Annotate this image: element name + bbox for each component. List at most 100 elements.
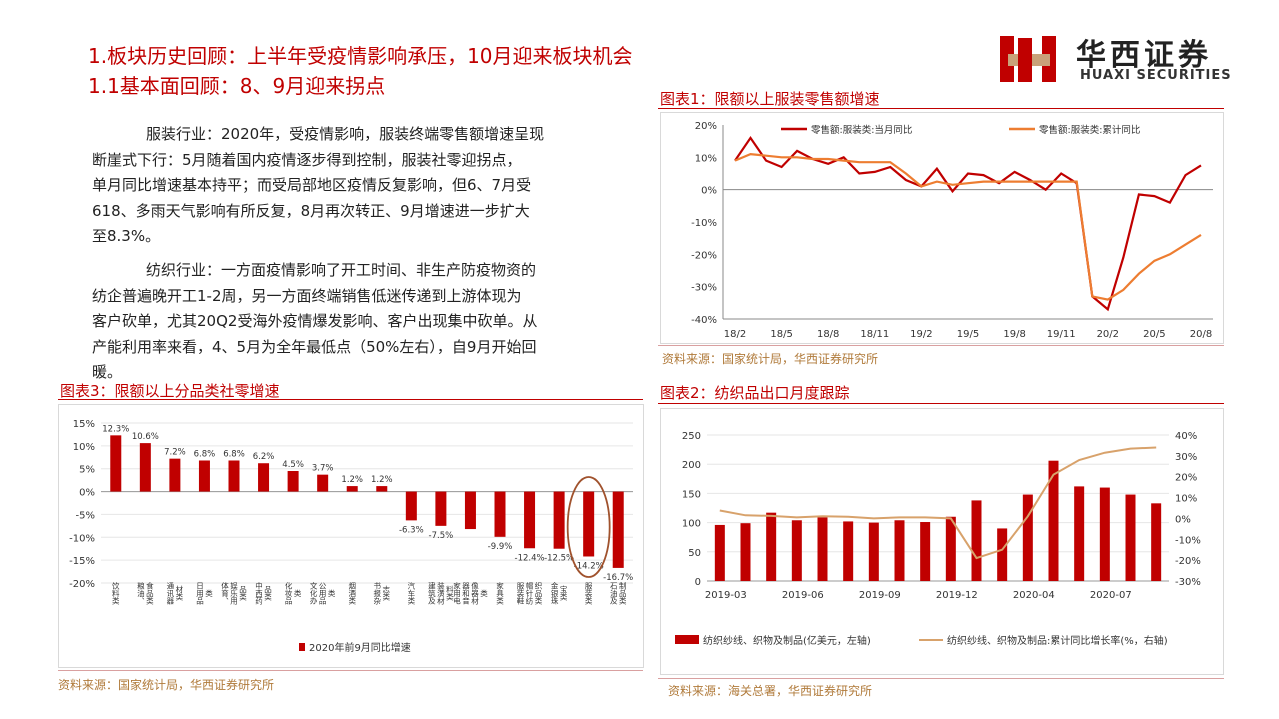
fig2-x-tick-label: 2020-07	[1090, 590, 1132, 601]
fig3-category-label: 中西药 品类	[254, 580, 272, 605]
para2-line: 纺企普遍晚开工1-2周，另一方面终端销售低迷传递到上游体现为	[92, 286, 522, 305]
fig2-bar	[1099, 487, 1110, 581]
fig3-bar	[524, 491, 536, 549]
fig3-legend-swatch	[299, 643, 305, 651]
fig3-category-label: 建筑及 装潢材 料类	[427, 580, 454, 605]
fig3-category-label-part: 服装类	[584, 581, 593, 605]
fig3-data-label: -14.2%	[574, 561, 604, 571]
fig3-data-label: -12.5%	[544, 554, 574, 564]
fig2-y-left-tick-label: 0	[695, 577, 701, 588]
fig1-x-tick-label: 20/2	[1097, 329, 1119, 340]
fig3-category-label-part: 织品类	[534, 580, 543, 605]
fig1-chart: 20% 10% 0% -10% -20% -30% -40% 18/2 18/5 18/8 18/1…	[691, 121, 1213, 340]
fig3-legend-label: 2020年前9月同比增速	[309, 641, 411, 654]
fig3-category-label: 饮料类	[111, 580, 120, 605]
fig3-category-label-part: 书报杂	[373, 580, 382, 604]
fig3-bar	[317, 474, 329, 492]
fig3-category-label-part: 食品类	[145, 580, 154, 605]
fig3-category-label: 通讯器 材类	[166, 580, 184, 605]
fig3-category-label-part: 服装鞋	[516, 581, 525, 605]
fig2-x-tick-label: 2019-06	[782, 590, 824, 601]
fig1-y-tick-label: -10%	[691, 218, 717, 229]
fig3-data-label: -12.4%	[515, 553, 545, 563]
fig2-legend-swatch-bar	[675, 635, 699, 644]
fig2-y-right-tick-label: 30%	[1175, 452, 1197, 463]
fig3-y-tick-label: -15%	[69, 556, 95, 567]
fig3-chart-box: 15% 10% 5% 0% -5% -10% -15% -20% 12.3% 饮料类 10.6% 粮油…	[58, 404, 644, 668]
fig3-category-label-part: 品类	[263, 585, 272, 602]
fig3-data-label: -16.7%	[603, 573, 633, 583]
fig3-category-label-part: 志类	[382, 584, 391, 602]
fig3-data-label: 3.7%	[312, 464, 334, 474]
fig3-category-label-part: 烟酒类	[347, 581, 356, 605]
fig1-y-tick-label: 20%	[695, 121, 717, 132]
fig3-category-label-part: 汽车类	[407, 580, 416, 605]
fig3-category-label-part: 材类	[175, 584, 184, 602]
fig2-bar	[817, 517, 828, 581]
fig1-y-tick-label: -20%	[691, 250, 717, 261]
fig3-category-label: 家具类	[495, 580, 504, 605]
fig3-data-label: 1.2%	[371, 475, 393, 485]
page-title: 1.板块历史回顾：上半年受疫情影响承压，10月迎来板块机会	[88, 44, 633, 68]
fig3-category-label: 化妆品类	[284, 580, 302, 605]
fig3-category-label-part: 家用电	[452, 580, 461, 604]
fig1-x-tick-label: 18/11	[860, 329, 889, 340]
fig3-chart: 15% 10% 5% 0% -5% -10% -15% -20% 12.3% 饮料类 10.6% 粮油…	[69, 419, 633, 654]
fig3-bar	[405, 491, 417, 521]
fig3-data-label: 4.5%	[282, 460, 304, 470]
fig3-category-label-part: 公用品	[318, 582, 327, 606]
fig1-x-tick-label: 19/8	[1003, 329, 1025, 340]
fig3-data-label: 10.6%	[132, 432, 159, 442]
para1-line: 618、多雨天气影响有所反复，8月再次转正、9月增速进一步扩大	[92, 201, 530, 220]
fig2-y-left-tick-label: 250	[682, 431, 701, 442]
para1-line: 单月同比增速基本持平；而受局部地区疫情反复影响，但6、7月受	[92, 176, 532, 194]
fig1-legend-label: 零售额:服装类:当月同比	[811, 124, 912, 136]
fig3-category-label: 烟酒类	[347, 581, 356, 605]
fig3-bar	[346, 486, 358, 492]
fig1-series-line-1	[734, 152, 1202, 301]
fig3-category-label: 文化办 公用品类	[309, 580, 336, 605]
fig3-highlight-ellipse	[566, 476, 611, 578]
fig3-bar	[583, 491, 595, 557]
fig1-x-tick-label: 19/2	[910, 329, 932, 340]
fig2-chart-box: 250 200 150 100 50 0 40% 30% 20% 10% 0% -10% -20% -30…	[660, 408, 1224, 675]
fig2-bar	[1074, 486, 1085, 581]
fig3-category-label-part: 体育、	[220, 580, 229, 604]
fig2-x-tick-label: 2020-04	[1013, 590, 1055, 601]
fig3-data-label: 1.2%	[341, 475, 363, 485]
fig3-category-label-part: 通讯器	[166, 580, 175, 605]
fig2-bar	[791, 520, 802, 581]
para2-line: 纺织行业：一方面疫情影响了开工时间、非生产防疫物资的	[146, 261, 537, 279]
fig3-bar	[110, 435, 122, 492]
fig3-category-label-part: 料类	[445, 584, 454, 602]
fig3-bar	[376, 486, 388, 492]
apparel-paragraph: 服装行业：2020年，受疫情影响，服装终端零售额增速呈现 断崖式下行：5月随着国…	[92, 122, 640, 250]
fig3-y-tick-label: 15%	[73, 419, 95, 430]
fig2-bar	[868, 522, 879, 581]
fig2-y-left-tick-label: 50	[688, 548, 701, 559]
fig3-category-label: 家用电 器和音 像器材类	[452, 580, 488, 605]
fig3-data-label: -7.5%	[429, 531, 454, 541]
fig2-bar	[945, 516, 956, 581]
textile-paragraph: 纺织行业：一方面疫情影响了开工时间、非生产防疫物资的 纺企普遍晚开工1-2周，另…	[92, 258, 640, 386]
fig2-x-tick-label: 2019-03	[705, 590, 747, 601]
fig1-x-tick-label: 19/5	[957, 329, 979, 340]
fig3-data-label: 6.8%	[194, 449, 216, 459]
fig1-y-tick-label: -40%	[691, 315, 717, 326]
fig2-y-left-tick-label: 200	[682, 460, 701, 471]
para2-line: 产能利用率来看，4、5月为全年最低点（50%左右），自9月开始回	[92, 337, 537, 356]
fig3-bar	[228, 460, 240, 492]
fig2-bar	[714, 524, 725, 581]
fig1-x-tick-label: 20/5	[1143, 329, 1165, 340]
fig3-category-label-part: 像器材	[470, 580, 479, 604]
fig3-data-label: 6.8%	[223, 449, 245, 459]
fig3-category-label-part: 品类	[238, 585, 247, 602]
fig3-source: 资料来源：国家统计局，华西证券研究所	[58, 678, 275, 692]
fig2-y-right-tick-label: 40%	[1175, 431, 1197, 442]
fig3-category-label: 金银珠 宝类	[550, 580, 568, 605]
fig1-chart-box: 20% 10% 0% -10% -20% -30% -40% 18/2 18/5 18/8 18/1…	[660, 112, 1224, 344]
para1-line: 至8.3%。	[92, 227, 161, 245]
fig3-y-tick-label: 0%	[79, 488, 95, 499]
fig3-data-label: 6.2%	[253, 452, 275, 462]
fig2-title-rule	[658, 403, 1224, 404]
